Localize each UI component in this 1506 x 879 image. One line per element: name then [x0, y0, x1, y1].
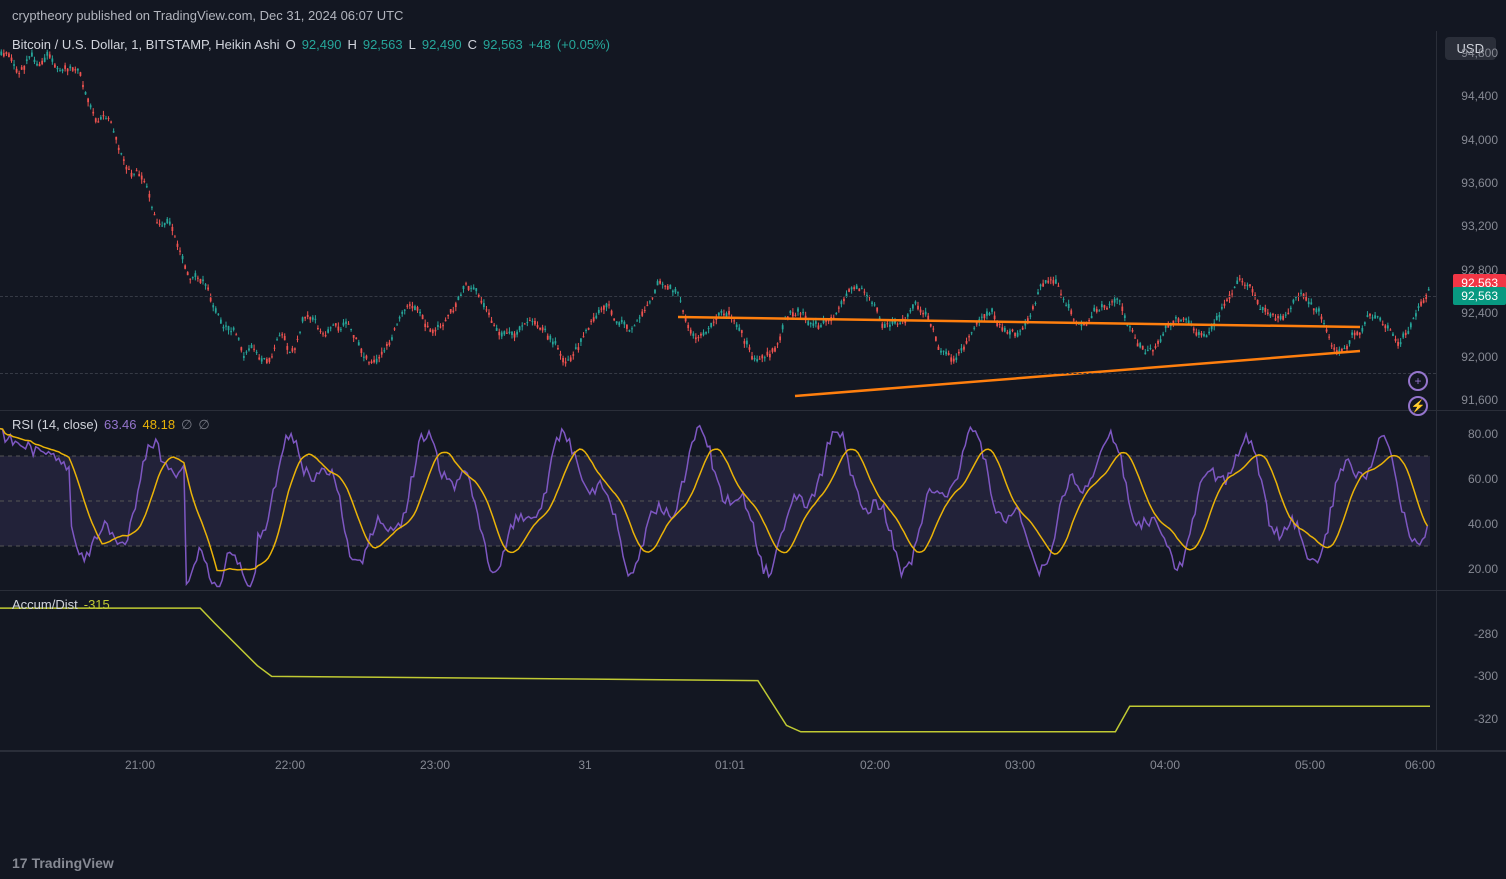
x-tick: 31	[578, 758, 591, 772]
x-tick: 22:00	[275, 758, 305, 772]
ohlc-l-value: 92,490	[422, 37, 462, 52]
ohlc-h-value: 92,563	[363, 37, 403, 52]
rsi-pane[interactable]: RSI (14, close) 63.46 48.18 ∅ ∅ 80.00 60.…	[0, 411, 1506, 591]
y-tick: -280	[1474, 627, 1498, 641]
y-tick: 93,600	[1461, 176, 1498, 190]
price-legend: Bitcoin / U.S. Dollar, 1, BITSTAMP, Heik…	[12, 37, 610, 52]
y-tick: 92,400	[1461, 306, 1498, 320]
ad-label: Accum/Dist	[12, 597, 78, 612]
x-tick: 02:00	[860, 758, 890, 772]
side-icon[interactable]: +	[1408, 371, 1428, 391]
y-tick: 20.00	[1468, 562, 1498, 576]
rsi-label: RSI (14, close)	[12, 417, 98, 432]
y-tick: 94,400	[1461, 89, 1498, 103]
ohlc-c-label: C	[468, 37, 477, 52]
price-chart-svg	[0, 31, 1430, 411]
price-pane[interactable]: Bitcoin / U.S. Dollar, 1, BITSTAMP, Heik…	[0, 31, 1506, 411]
y-tick: 80.00	[1468, 427, 1498, 441]
ohlc-l-label: L	[409, 37, 416, 52]
x-tick: 01:01	[715, 758, 745, 772]
rsi-val1: 63.46	[104, 417, 137, 432]
y-tick: 94,000	[1461, 133, 1498, 147]
null-icon: ∅	[181, 417, 192, 433]
x-tick: 05:00	[1295, 758, 1325, 772]
tv-logo-icon: 17	[12, 855, 28, 871]
change-pct: (+0.05%)	[557, 37, 610, 52]
symbol-label: Bitcoin / U.S. Dollar, 1, BITSTAMP, Heik…	[12, 37, 280, 52]
accum-dist-pane[interactable]: Accum/Dist -315 -280 -300 -320	[0, 591, 1506, 751]
ohlc-o-value: 92,490	[302, 37, 342, 52]
x-tick: 21:00	[125, 758, 155, 772]
y-tick: 60.00	[1468, 472, 1498, 486]
change-value: +48	[529, 37, 551, 52]
chart-container: Bitcoin / U.S. Dollar, 1, BITSTAMP, Heik…	[0, 31, 1506, 779]
ohlc-c-value: 92,563	[483, 37, 523, 52]
header-text: cryptheory published on TradingView.com,…	[0, 0, 1506, 31]
rsi-legend: RSI (14, close) 63.46 48.18 ∅ ∅	[12, 417, 210, 433]
y-tick: -320	[1474, 712, 1498, 726]
ad-value: -315	[84, 597, 110, 612]
x-tick: 23:00	[420, 758, 450, 772]
rsi-y-axis: 80.00 60.00 40.00 20.00	[1436, 411, 1506, 590]
y-tick: 91,600	[1461, 393, 1498, 407]
rsi-val2: 48.18	[143, 417, 176, 432]
watermark-text: TradingView	[32, 855, 114, 871]
y-tick: -300	[1474, 669, 1498, 683]
y-tick: 40.00	[1468, 517, 1498, 531]
ohlc-o-label: O	[286, 37, 296, 52]
y-tick: 92,000	[1461, 350, 1498, 364]
y-tick: 93,200	[1461, 219, 1498, 233]
y-tick: 94,800	[1461, 46, 1498, 60]
rsi-chart-svg	[0, 411, 1430, 591]
ad-legend: Accum/Dist -315	[12, 597, 110, 612]
x-tick: 04:00	[1150, 758, 1180, 772]
null-icon: ∅	[198, 417, 209, 433]
ad-chart-svg	[0, 591, 1430, 751]
ohlc-h-label: H	[347, 37, 356, 52]
x-tick: 06:00	[1405, 758, 1435, 772]
ad-y-axis: -280 -300 -320	[1436, 591, 1506, 750]
tradingview-watermark: 17 TradingView	[12, 855, 114, 871]
time-axis: 21:00 22:00 23:00 31 01:01 02:00 03:00 04:00 05:…	[0, 751, 1506, 779]
x-tick: 03:00	[1005, 758, 1035, 772]
price-y-axis: 94,80094,40094,00093,60093,20092,80092,4…	[1436, 31, 1506, 410]
price-badge: 92,563	[1453, 287, 1506, 305]
